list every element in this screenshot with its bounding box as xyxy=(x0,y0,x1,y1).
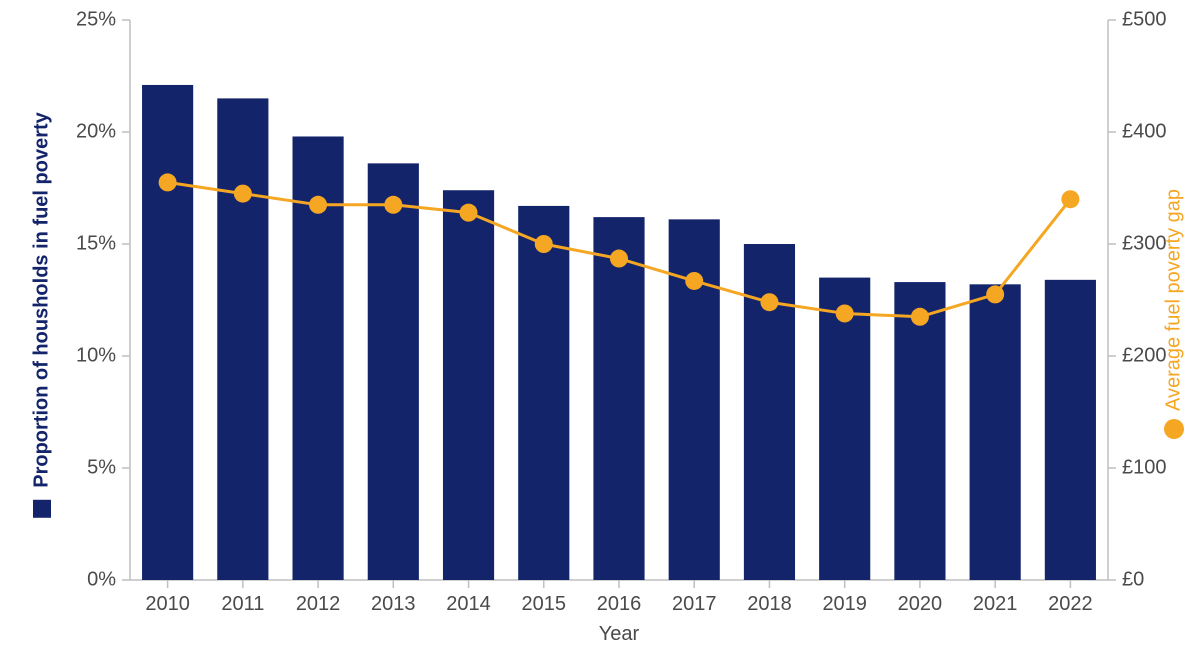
x-tick-label: 2011 xyxy=(221,593,264,615)
line-marker xyxy=(535,235,553,253)
bar xyxy=(142,85,193,580)
line-marker xyxy=(309,196,327,214)
y-right-tick-label: £200 xyxy=(1122,344,1167,366)
line-marker xyxy=(234,185,252,203)
y-left-tick-label: 25% xyxy=(76,8,116,30)
bar xyxy=(593,217,644,580)
y-left-tick-label: 0% xyxy=(87,568,116,590)
line-marker xyxy=(610,250,628,268)
x-tick-label: 2021 xyxy=(973,593,1018,615)
y-left-tick-label: 15% xyxy=(76,232,116,254)
line-marker xyxy=(986,285,1004,303)
y-right-tick-label: £500 xyxy=(1122,8,1167,30)
fuel-poverty-chart: 0% 5% 10% 15% 20% 25% £0 £100 £200 £300 £400 £500 20… xyxy=(0,0,1200,664)
x-tick-label: 2010 xyxy=(145,593,190,615)
x-tick-label: 2012 xyxy=(296,593,341,615)
line-marker xyxy=(911,308,929,326)
line-marker xyxy=(685,272,703,290)
y-left-tick-label: 20% xyxy=(76,120,116,142)
bar xyxy=(819,278,870,580)
x-tick-label: 2013 xyxy=(371,593,416,615)
legend-square-icon xyxy=(33,500,51,518)
x-axis-title: Year xyxy=(599,623,640,645)
line-marker xyxy=(159,173,177,191)
x-tick-label: 2020 xyxy=(898,593,943,615)
y-right-axis-label: Average fuel poverty gap xyxy=(1162,189,1184,411)
y-right-tick-label: £100 xyxy=(1122,456,1167,478)
y-right-tick-label: £0 xyxy=(1122,568,1144,590)
bar xyxy=(1045,280,1096,580)
y-left-tick-label: 10% xyxy=(76,344,116,366)
x-tick-label: 2014 xyxy=(446,593,491,615)
chart-svg: 0% 5% 10% 15% 20% 25% £0 £100 £200 £300 £400 £500 20… xyxy=(0,0,1200,664)
y-left-axis-label: Proportion of housholds in fuel poverty xyxy=(30,111,52,487)
x-tick-label: 2022 xyxy=(1048,593,1093,615)
line-marker xyxy=(1061,190,1079,208)
x-tick-label: 2017 xyxy=(672,593,717,615)
y-right-tick-label: £300 xyxy=(1122,232,1167,254)
x-tick-label: 2019 xyxy=(822,593,867,615)
x-tick-label: 2015 xyxy=(522,593,567,615)
bar xyxy=(368,163,419,580)
bar xyxy=(217,98,268,580)
line-marker xyxy=(760,293,778,311)
y-right-tick-label: £400 xyxy=(1122,120,1167,142)
line-marker xyxy=(384,196,402,214)
x-tick-label: 2018 xyxy=(747,593,792,615)
line-marker xyxy=(460,204,478,222)
bar xyxy=(443,190,494,580)
legend-circle-icon xyxy=(1164,419,1184,439)
bar xyxy=(518,206,569,580)
y-left-tick-label: 5% xyxy=(87,456,116,478)
bar xyxy=(894,282,945,580)
x-tick-label: 2016 xyxy=(597,593,642,615)
line-marker xyxy=(836,304,854,322)
bar xyxy=(970,284,1021,580)
